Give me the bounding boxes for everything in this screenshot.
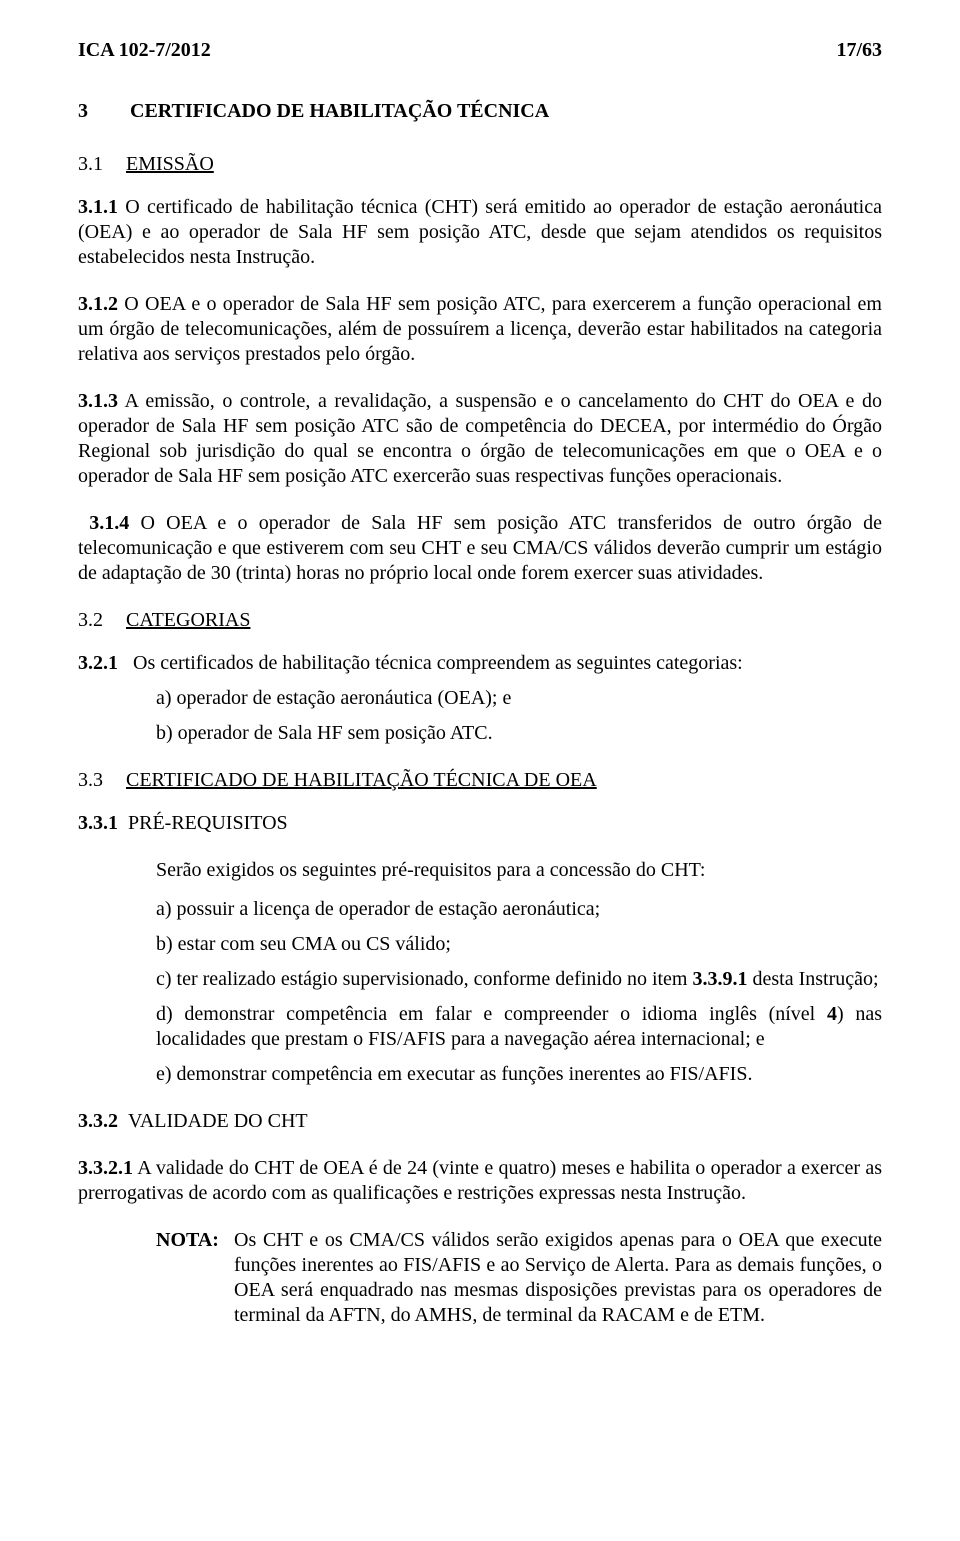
section-3-3-title: CERTIFICADO DE HABILITAÇÃO TÉCNICA DE OE… (126, 769, 597, 791)
para-3-1-3-body: A emissão, o controle, a revalidação, a … (78, 390, 882, 487)
prerequisites-block: Serão exigidos os seguintes pré-requisit… (156, 858, 882, 1087)
section-3-3-1-number: 3.3.1 (78, 812, 118, 834)
prerequisite-b: b) estar com seu CMA ou CS válido; (156, 932, 882, 957)
section-3-3-heading: 3.3 CERTIFICADO DE HABILITAÇÃO TÉCNICA D… (78, 768, 882, 793)
section-3-3-1-title: PRÉ-REQUISITOS (128, 812, 288, 834)
para-3-1-2-body: O OEA e o operador de Sala HF sem posiçã… (78, 293, 882, 365)
prerequisite-c-part1: c) ter realizado estágio supervisionado,… (156, 968, 692, 990)
para-3-1-1: 3.1.1 O certificado de habilitação técni… (78, 195, 882, 270)
nota-body: Os CHT e os CMA/CS válidos serão exigido… (234, 1228, 882, 1328)
list-item-3-2-1-a: a) operador de estação aeronáutica (OEA)… (156, 686, 882, 711)
page-number: 17/63 (836, 38, 882, 63)
para-3-2-1: 3.2.1 Os certificados de habilitação téc… (78, 651, 882, 676)
section-3-3-2-number: 3.3.2 (78, 1110, 118, 1132)
section-3-3-1-heading: 3.3.1 PRÉ-REQUISITOS (78, 811, 882, 836)
section-3-3-2-heading: 3.3.2 VALIDADE DO CHT (78, 1109, 882, 1134)
prerequisite-d: d) demonstrar competência em falar e com… (156, 1002, 882, 1052)
section-3-2-number: 3.2 (78, 609, 103, 631)
prerequisite-c-part3: desta Instrução; (747, 968, 878, 990)
prerequisite-e: e) demonstrar competência em executar as… (156, 1062, 882, 1087)
prerequisite-c: c) ter realizado estágio supervisionado,… (156, 967, 882, 992)
para-3-3-2-1-body: A validade do CHT de OEA é de 24 (vinte … (78, 1157, 882, 1204)
para-3-1-2: 3.1.2 O OEA e o operador de Sala HF sem … (78, 292, 882, 367)
section-3-number: 3 (78, 99, 130, 124)
section-3-title: CERTIFICADO DE HABILITAÇÃO TÉCNICA (130, 99, 549, 124)
doc-id: ICA 102-7/2012 (78, 38, 211, 63)
para-3-1-3: 3.1.3 A emissão, o controle, a revalidaç… (78, 389, 882, 489)
para-3-3-2-1: 3.3.2.1 A validade do CHT de OEA é de 24… (78, 1156, 882, 1206)
section-3-3-2-title: VALIDADE DO CHT (128, 1110, 308, 1132)
section-3-3-number: 3.3 (78, 769, 103, 791)
nota-block: NOTA: Os CHT e os CMA/CS válidos serão e… (156, 1228, 882, 1328)
para-3-1-4-number: 3.1.4 (89, 512, 129, 534)
section-3-2-title: CATEGORIAS (126, 609, 250, 631)
prerequisites-intro: Serão exigidos os seguintes pré-requisit… (156, 858, 882, 883)
section-3-2-heading: 3.2 CATEGORIAS (78, 608, 882, 633)
prerequisite-d-part1: d) demonstrar competência em falar e com… (156, 1003, 827, 1025)
section-3-1-heading: 3.1 EMISSÃO (78, 152, 882, 177)
page-header: ICA 102-7/2012 17/63 (78, 38, 882, 63)
para-3-3-2-1-number: 3.3.2.1 (78, 1157, 133, 1179)
para-3-1-4: 3.1.4 O OEA e o operador de Sala HF sem … (78, 511, 882, 586)
para-3-2-1-body: Os certificados de habilitação técnica c… (133, 652, 743, 674)
prerequisite-c-ref: 3.3.9.1 (692, 968, 747, 990)
section-3-heading: 3 CERTIFICADO DE HABILITAÇÃO TÉCNICA (78, 99, 882, 124)
section-3-1-title: EMISSÃO (126, 153, 214, 175)
para-3-1-1-number: 3.1.1 (78, 196, 118, 218)
list-item-3-2-1-b: b) operador de Sala HF sem posição ATC. (156, 721, 882, 746)
para-3-2-1-number: 3.2.1 (78, 652, 118, 674)
para-3-1-2-number: 3.1.2 (78, 293, 118, 315)
para-3-1-3-number: 3.1.3 (78, 390, 118, 412)
prerequisite-d-level: 4 (827, 1003, 837, 1025)
nota-label: NOTA: (156, 1228, 234, 1328)
para-3-1-1-body: O certificado de habilitação técnica (CH… (78, 196, 882, 268)
list-3-2-1: a) operador de estação aeronáutica (OEA)… (156, 686, 882, 746)
prerequisite-a: a) possuir a licença de operador de esta… (156, 897, 882, 922)
section-3-1-number: 3.1 (78, 153, 103, 175)
para-3-1-4-body: O OEA e o operador de Sala HF sem posiçã… (78, 512, 882, 584)
